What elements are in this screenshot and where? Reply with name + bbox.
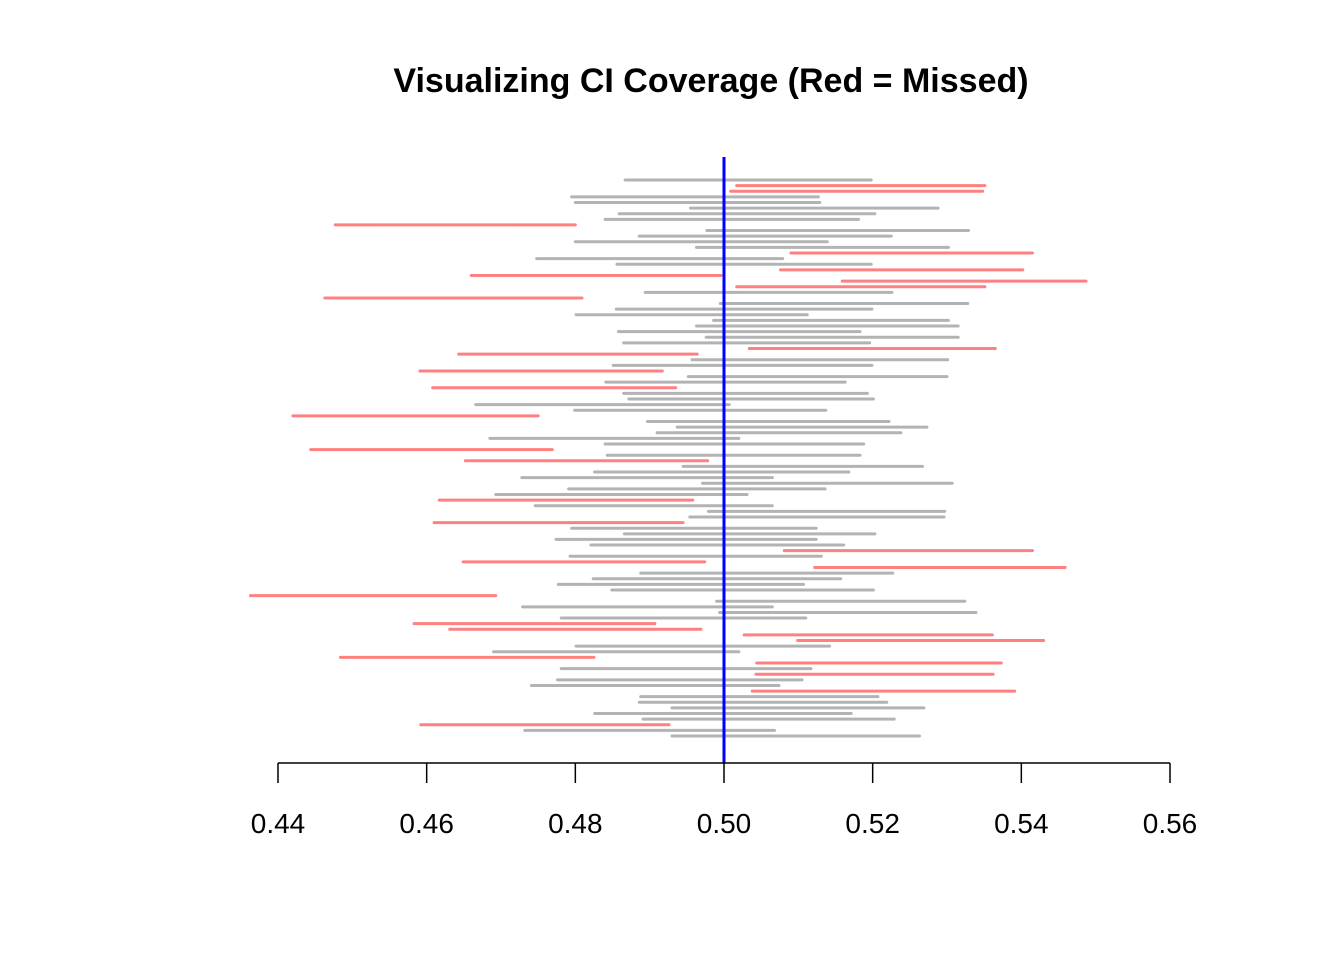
chart-title: Visualizing CI Coverage (Red = Missed) (393, 62, 1028, 100)
x-axis: 0.44 0.46 0.48 0.50 0.52 0.54 0.56 (251, 762, 1198, 839)
x-tick-label: 0.54 (994, 808, 1049, 839)
x-tick-label: 0.46 (399, 808, 454, 839)
x-tick-label: 0.44 (251, 808, 306, 839)
x-tick-label: 0.48 (548, 808, 603, 839)
x-tick-label: 0.50 (697, 808, 752, 839)
intervals-group (248, 178, 1088, 738)
x-tick-label: 0.52 (845, 808, 900, 839)
x-tick-label: 0.56 (1143, 808, 1198, 839)
